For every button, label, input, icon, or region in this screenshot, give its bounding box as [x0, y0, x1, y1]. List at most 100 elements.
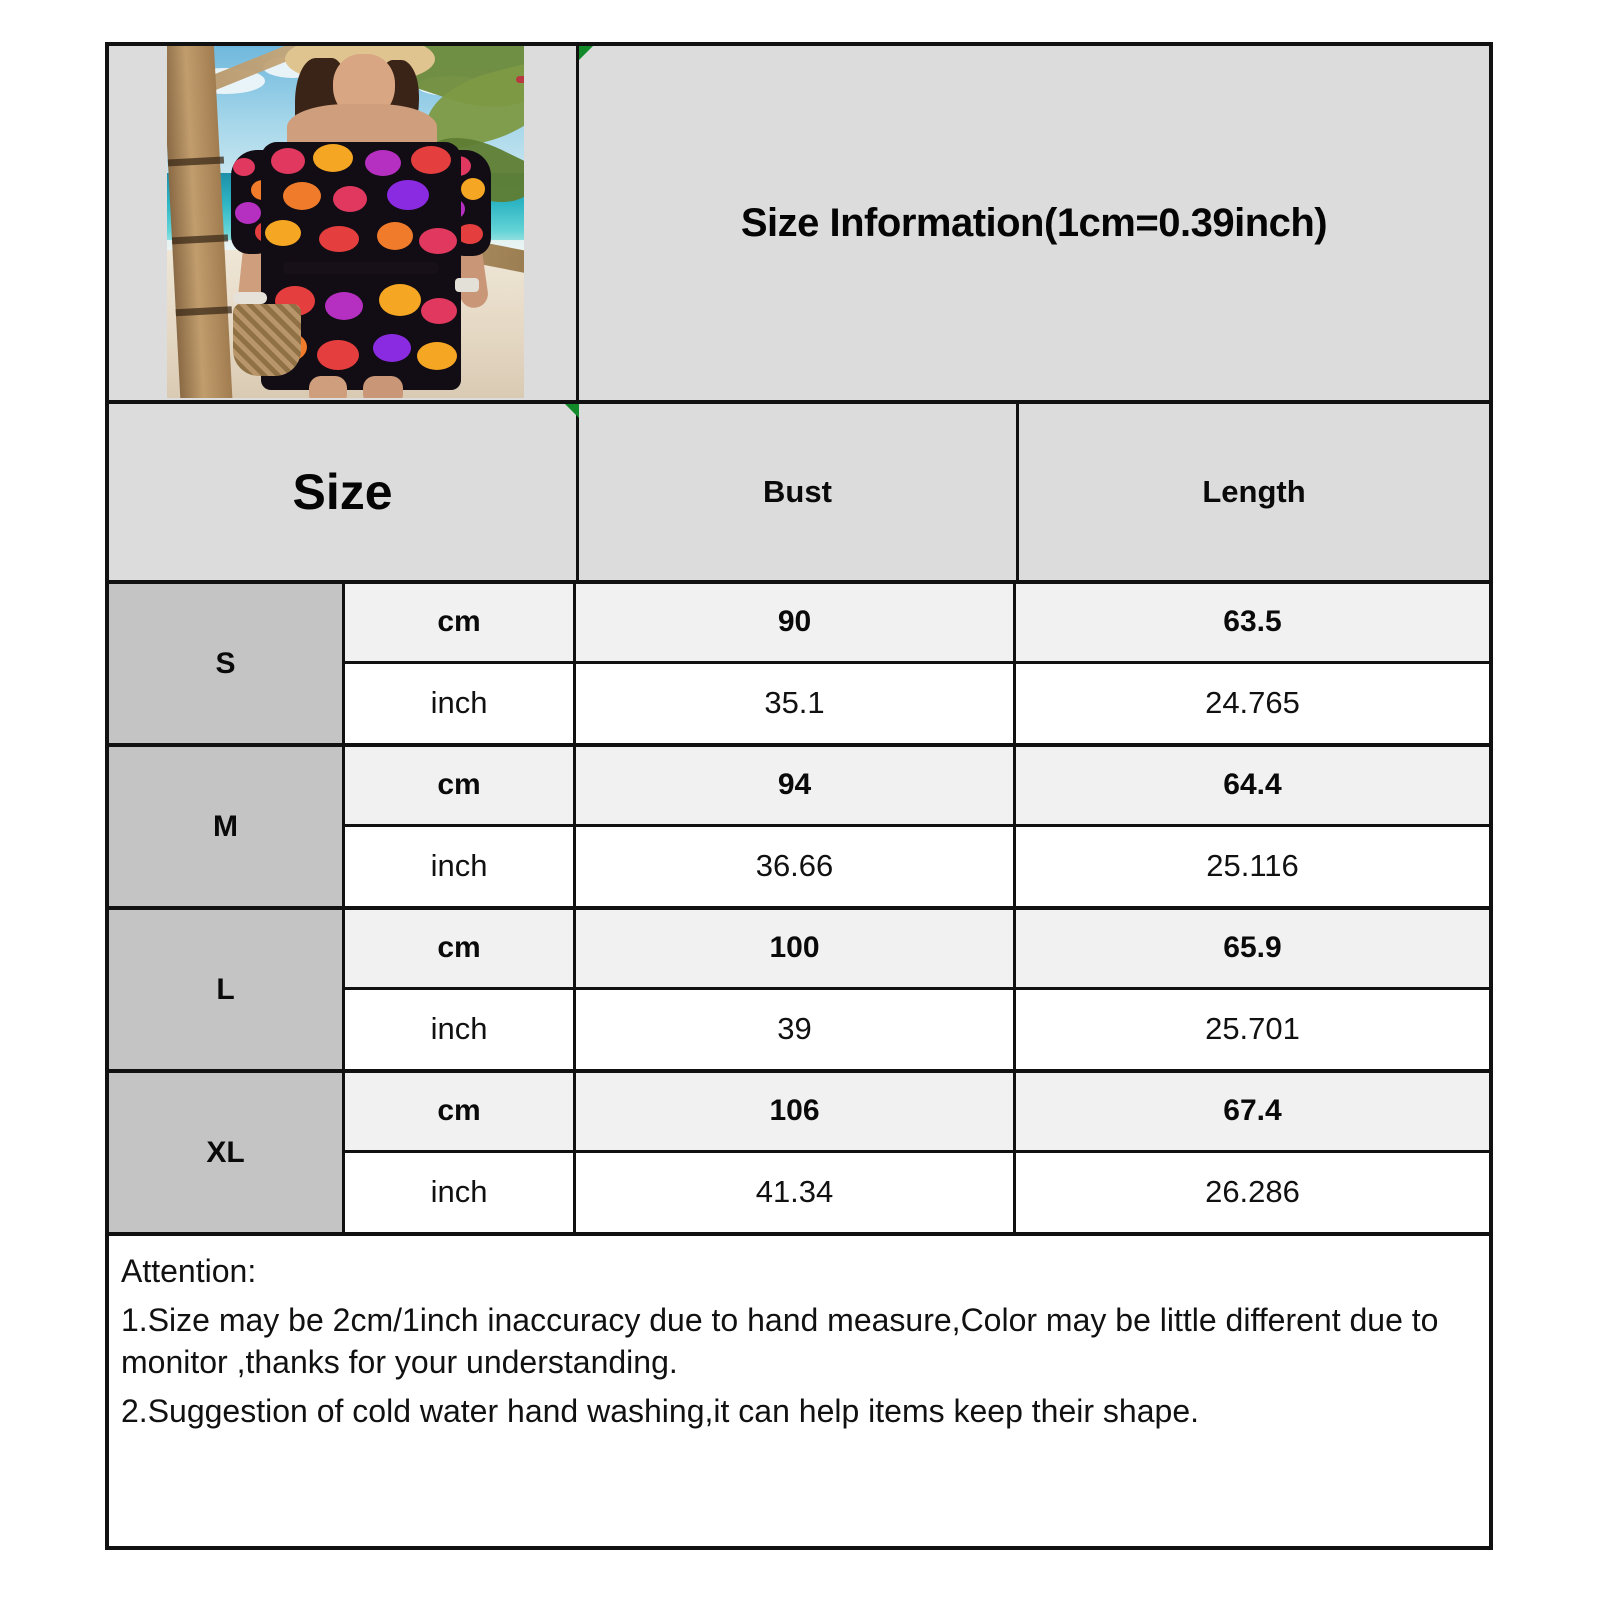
unit-label: inch — [430, 848, 488, 884]
length-value-cell: 26.286 — [1016, 1153, 1489, 1233]
straw-bag — [233, 304, 301, 376]
column-header-row: Size Bust Length — [109, 404, 1489, 584]
floral-print-blob — [235, 202, 261, 224]
unit-label: inch — [430, 685, 488, 721]
length-value-cell: 63.5 — [1016, 584, 1489, 661]
bust-value: 41.34 — [755, 1174, 834, 1210]
attention-line-1: 1.Size may be 2cm/1inch inaccuracy due t… — [121, 1301, 1439, 1381]
unit-label: inch — [430, 1174, 488, 1210]
column-header-size-label: Size — [292, 464, 393, 520]
column-header-size: Size — [109, 404, 579, 580]
measurement-row-cm: cm 106 67.4 — [345, 1073, 1489, 1153]
title-cell: Size Information(1cm=0.39inch) — [579, 46, 1489, 400]
page-title: Size Information(1cm=0.39inch) — [740, 200, 1328, 245]
column-header-bust-label: Bust — [763, 474, 832, 509]
bust-value-cell: 41.34 — [576, 1152, 1016, 1232]
left-leg — [309, 376, 347, 398]
measurement-stack: cm 100 65.9 inch 39 — [345, 910, 1489, 1069]
floral-print-blob — [283, 182, 321, 210]
unit-label: inch — [430, 1011, 488, 1047]
measurement-row-inch: inch 41.34 26.286 — [345, 1152, 1489, 1233]
measurement-row-cm: cm 94 64.4 — [345, 747, 1489, 827]
right-leg — [363, 376, 403, 398]
bust-value: 100 — [769, 931, 820, 965]
measurement-stack: cm 90 63.5 inch 35.1 — [345, 584, 1489, 743]
length-value: 24.765 — [1205, 685, 1300, 721]
floral-print-blob — [417, 342, 457, 370]
size-label-text: M — [213, 809, 238, 843]
comment-marker-icon — [579, 46, 593, 60]
column-header-length: Length — [1019, 404, 1489, 580]
product-image-cell — [109, 46, 579, 400]
floral-print-blob — [421, 298, 457, 324]
bust-value: 35.1 — [764, 685, 825, 721]
length-value-cell: 64.4 — [1016, 747, 1489, 824]
floral-print-blob — [373, 334, 411, 362]
floral-print-blob — [411, 146, 451, 174]
bust-value-cell: 39 — [576, 989, 1016, 1069]
floral-print-blob — [319, 226, 359, 252]
length-value: 26.286 — [1205, 1174, 1300, 1210]
floral-print-blob — [233, 158, 255, 176]
unit-label: cm — [437, 768, 481, 802]
length-value: 65.9 — [1223, 931, 1282, 965]
attention-heading: Attention: — [121, 1253, 257, 1289]
unit-cell: cm — [345, 747, 576, 824]
floral-print-blob — [271, 148, 305, 174]
length-value-cell: 24.765 — [1016, 664, 1489, 744]
table-row: L cm 100 65.9 inch — [109, 910, 1489, 1073]
bust-value-cell: 35.1 — [576, 663, 1016, 743]
column-header-length-label: Length — [1202, 474, 1306, 509]
bust-value-cell: 100 — [576, 910, 1016, 987]
length-value: 63.5 — [1223, 605, 1282, 639]
unit-cell: cm — [345, 1073, 576, 1150]
wristwatch — [455, 278, 479, 292]
unit-label: cm — [437, 1094, 481, 1128]
bust-value: 106 — [769, 1094, 820, 1128]
length-value-cell: 65.9 — [1016, 910, 1489, 987]
product-photo — [167, 46, 524, 398]
floral-print-blob — [365, 150, 401, 176]
length-value-cell: 25.116 — [1016, 827, 1489, 907]
floral-print-blob — [317, 340, 359, 370]
table-row: S cm 90 63.5 inch — [109, 584, 1489, 747]
attention-note: Attention: 1.Size may be 2cm/1inch inacc… — [109, 1236, 1489, 1532]
measurement-row-cm: cm 90 63.5 — [345, 584, 1489, 664]
bracelet — [233, 292, 267, 304]
measurement-row-inch: inch 36.66 25.116 — [345, 826, 1489, 907]
unit-label: cm — [437, 605, 481, 639]
romper-waistband — [283, 262, 439, 274]
size-label-text: XL — [206, 1135, 245, 1169]
unit-label: cm — [437, 931, 481, 965]
floral-print-blob — [333, 186, 367, 212]
unit-cell: inch — [345, 1152, 576, 1232]
column-header-bust: Bust — [579, 404, 1019, 580]
floral-print-blob — [377, 222, 413, 250]
unit-cell: inch — [345, 989, 576, 1069]
measurement-row-inch: inch 35.1 24.765 — [345, 663, 1489, 744]
length-value: 25.116 — [1206, 848, 1299, 884]
length-value-cell: 25.701 — [1016, 990, 1489, 1070]
length-value-cell: 67.4 — [1016, 1073, 1489, 1150]
trunk-band — [171, 234, 229, 245]
floral-print-blob — [461, 178, 485, 200]
floral-print-blob — [387, 180, 429, 210]
unit-cell: inch — [345, 663, 576, 743]
measurement-stack: cm 106 67.4 inch 41.34 — [345, 1073, 1489, 1232]
lips — [516, 76, 524, 83]
size-label-text: L — [216, 972, 235, 1006]
size-label-text: S — [215, 646, 236, 680]
header-banner-row: Size Information(1cm=0.39inch) — [109, 46, 1489, 404]
measurement-row-inch: inch 39 25.701 — [345, 989, 1489, 1070]
measurement-stack: cm 94 64.4 inch 36.66 — [345, 747, 1489, 906]
floral-print-blob — [379, 284, 421, 316]
bust-value: 94 — [777, 768, 812, 802]
bust-value-cell: 106 — [576, 1073, 1016, 1150]
length-value: 25.701 — [1205, 1011, 1300, 1047]
floral-print-blob — [265, 220, 301, 246]
size-label-xl: XL — [109, 1073, 345, 1232]
bust-value-cell: 94 — [576, 747, 1016, 824]
bust-value: 39 — [777, 1011, 812, 1047]
bust-value: 90 — [777, 605, 812, 639]
